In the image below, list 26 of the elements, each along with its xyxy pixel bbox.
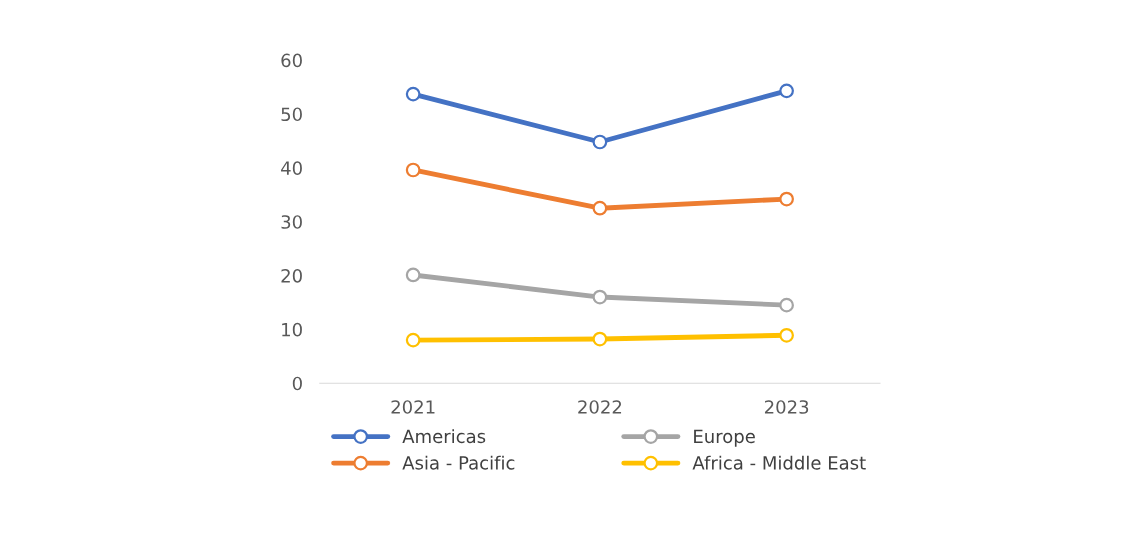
y-tick-label: 0 xyxy=(292,376,302,391)
point xyxy=(779,327,794,343)
x-tick-label: 2021 xyxy=(391,400,435,414)
x-tick-label: 2022 xyxy=(578,400,622,414)
legend-label: Europe xyxy=(694,429,755,447)
legend-label: Americas xyxy=(402,429,486,444)
legend-label: Africa - Middle East xyxy=(692,455,866,470)
y-tick-label: 40 xyxy=(281,161,302,175)
point xyxy=(405,162,421,178)
y-tick-label: 30 xyxy=(281,215,302,229)
point xyxy=(779,191,794,207)
point xyxy=(592,200,608,216)
y-tick-label: 60 xyxy=(281,53,302,68)
point xyxy=(779,297,794,313)
point xyxy=(592,331,608,347)
point xyxy=(592,134,608,150)
y-tick-label: 10 xyxy=(282,322,302,337)
y-tick-label: 20 xyxy=(281,268,302,283)
x-tick-label: 2023 xyxy=(764,400,809,414)
legend-label: Asia - Pacific xyxy=(402,455,515,470)
y-tick-label: 50 xyxy=(281,107,302,122)
point xyxy=(405,86,421,102)
point xyxy=(779,83,794,99)
point xyxy=(592,289,608,305)
point xyxy=(405,332,421,348)
point xyxy=(405,267,421,283)
